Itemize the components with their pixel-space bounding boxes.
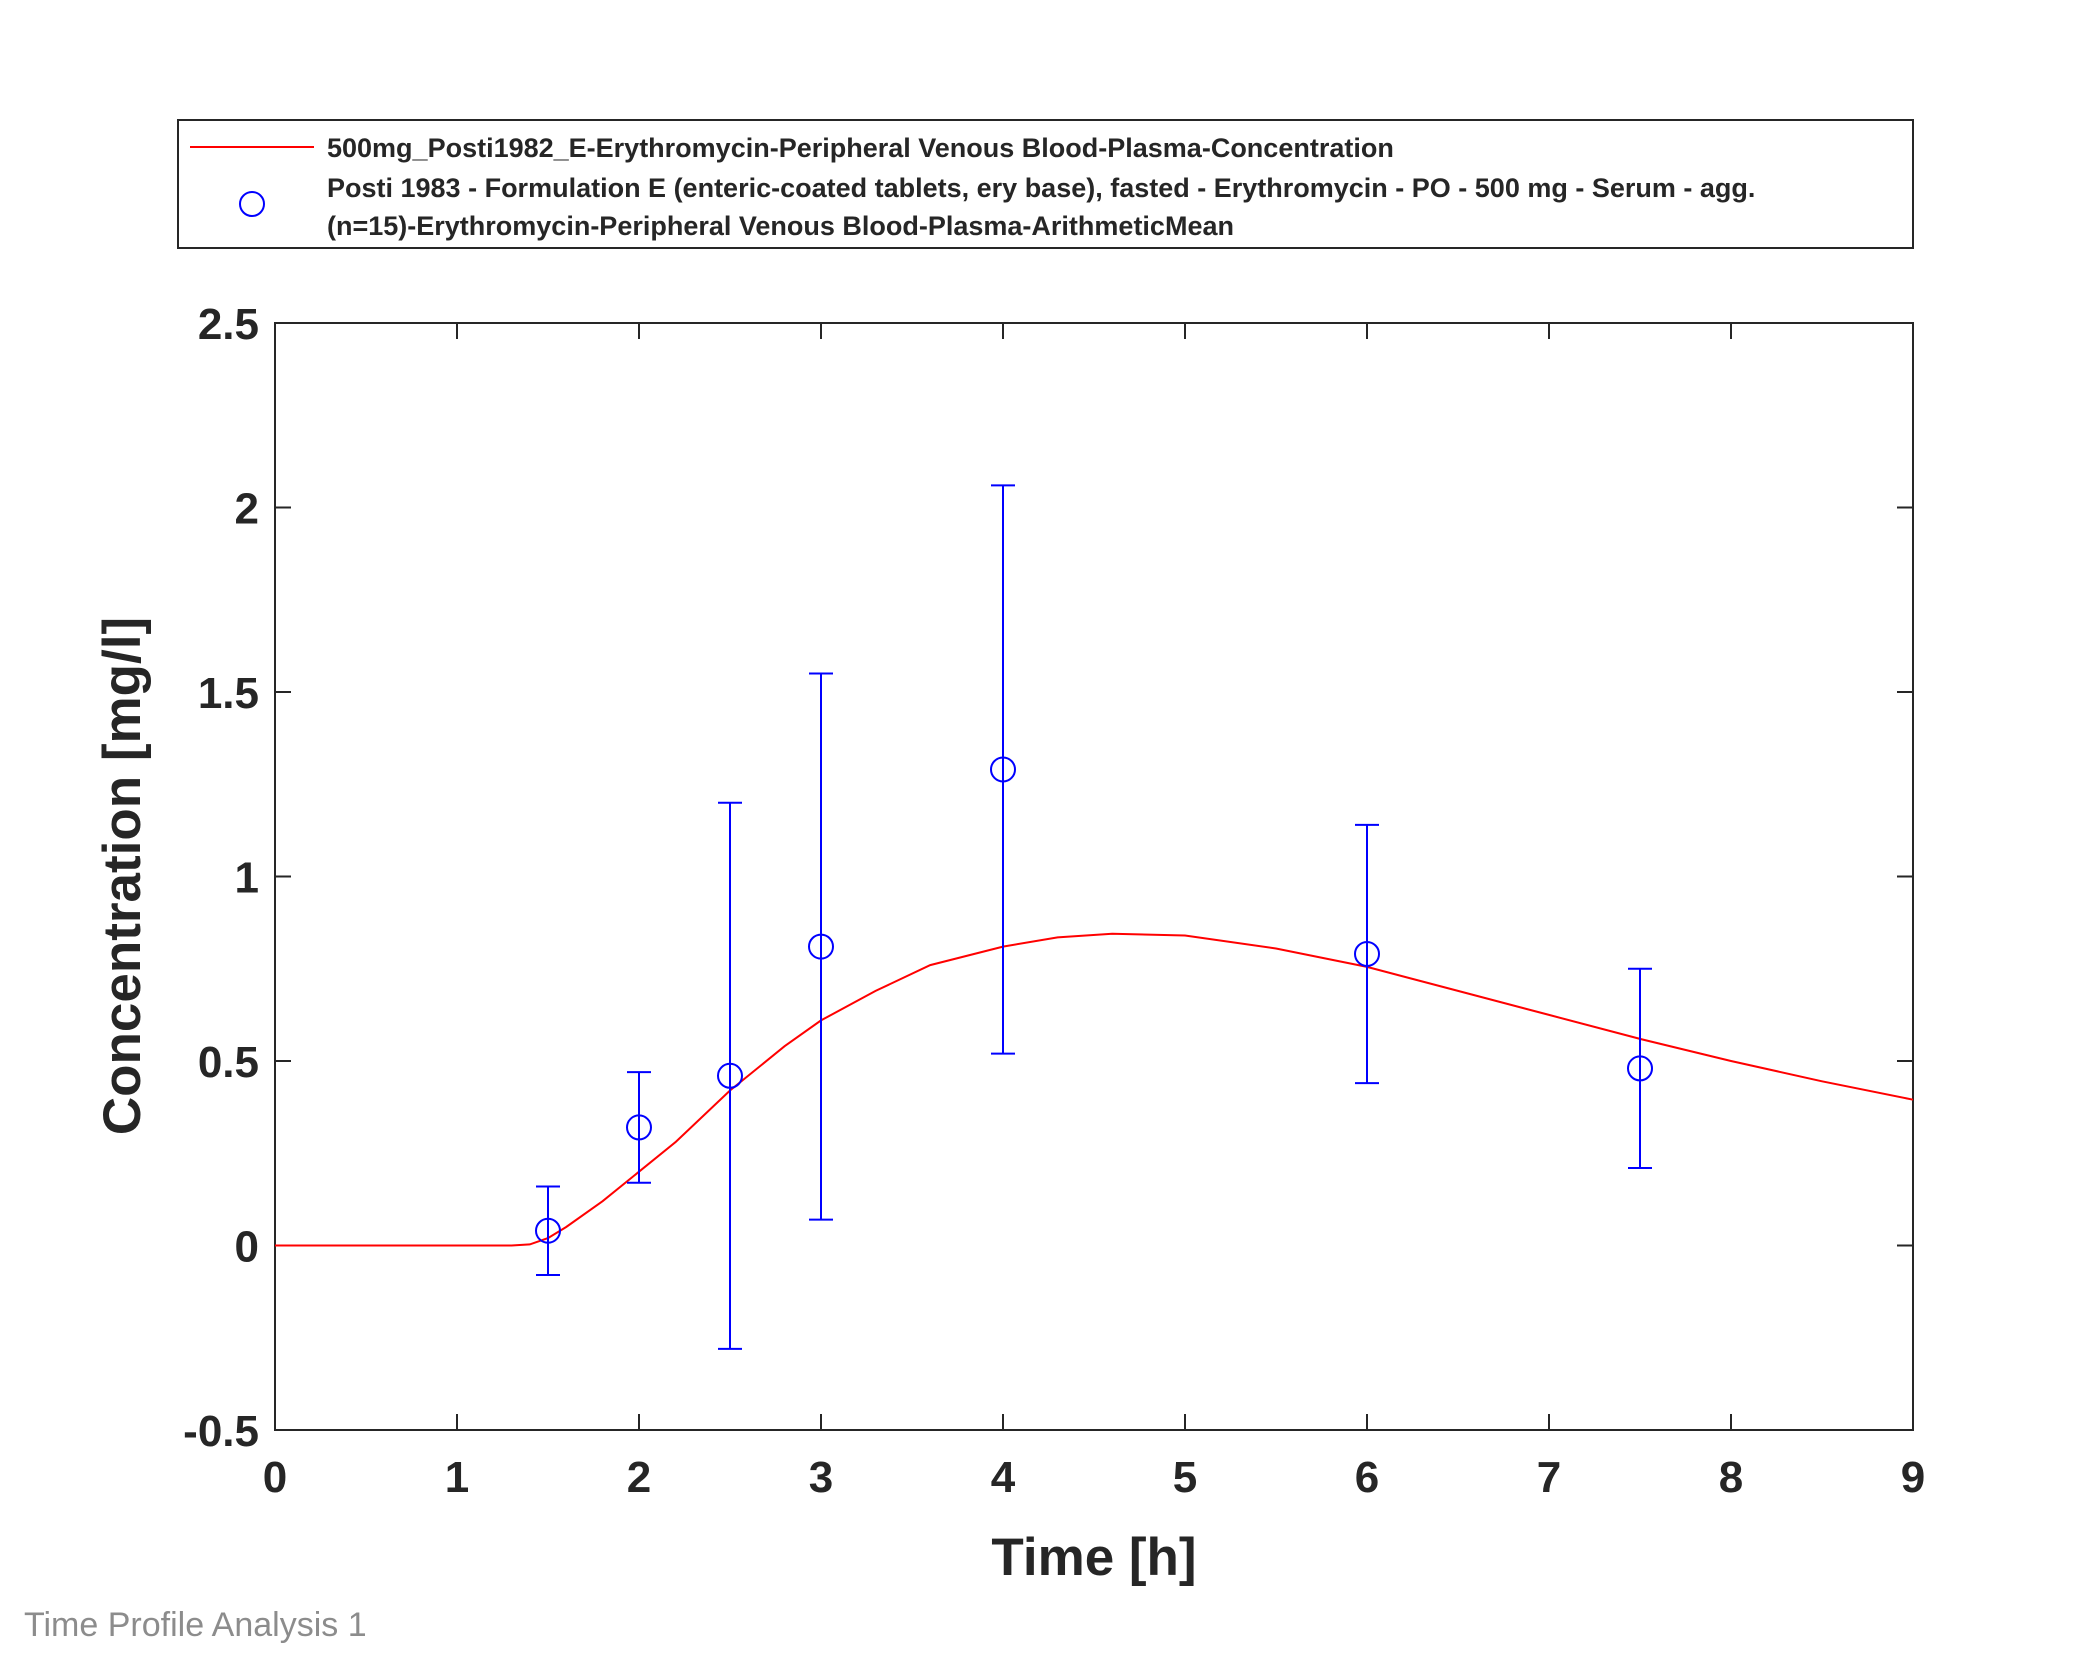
observed-point (717, 1062, 743, 1089)
x-tick-label: 1 (445, 1453, 469, 1502)
y-tick-label: 2 (235, 485, 259, 534)
y-tick-label: 0 (235, 1223, 259, 1272)
x-tick-label: 9 (1901, 1453, 1925, 1502)
y-tick-label: 2.5 (198, 300, 259, 349)
x-tick-label: 2 (627, 1453, 651, 1502)
legend: 500mg_Posti1982_E-Erythromycin-Periphera… (177, 119, 1914, 249)
x-axis-title: Time [h] (991, 1528, 1196, 1587)
legend-circle-marker (239, 191, 265, 217)
y-axis-title: Concentration [mg/l] (93, 617, 152, 1135)
legend-entry-simulation: 500mg_Posti1982_E-Erythromycin-Periphera… (327, 133, 1394, 163)
x-tick-label: 5 (1173, 1453, 1197, 1502)
observed-point (990, 756, 1016, 783)
footer-caption: Time Profile Analysis 1 (24, 1606, 367, 1644)
observed-point (626, 1114, 652, 1141)
y-tick-label: 1 (235, 854, 259, 903)
observed-point (1627, 1055, 1653, 1082)
y-tick-label: -0.5 (183, 1407, 259, 1456)
x-tick-label: 4 (991, 1453, 1016, 1502)
error-bars (536, 484, 1652, 1350)
axis-ticks (274, 322, 1914, 1431)
x-tick-label: 0 (263, 1453, 287, 1502)
y-tick-label: 1.5 (198, 669, 259, 718)
legend-box (177, 119, 1914, 249)
x-tick-label: 7 (1537, 1453, 1561, 1502)
x-tick-labels: 0 1 2 3 4 5 6 7 8 9 (263, 1453, 1925, 1502)
y-tick-labels: -0.5 0 0.5 1 1.5 2 2.5 (183, 300, 259, 1456)
x-tick-label: 6 (1355, 1453, 1379, 1502)
observed-markers (535, 756, 1653, 1244)
legend-entry-observed-line-2: (n=15)-Erythromycin-Peripheral Venous Bl… (327, 211, 1234, 241)
x-tick-label: 3 (809, 1453, 833, 1502)
plot-area (274, 322, 1914, 1431)
observed-point (535, 1217, 561, 1244)
simulation-curve (275, 932, 1914, 1247)
observed-point (1354, 940, 1380, 967)
observed-point (808, 933, 834, 960)
y-tick-label: 0.5 (198, 1038, 259, 1087)
legend-entry-observed-line-1: Posti 1983 - Formulation E (enteric-coat… (327, 173, 1755, 203)
x-tick-label: 8 (1719, 1453, 1743, 1502)
